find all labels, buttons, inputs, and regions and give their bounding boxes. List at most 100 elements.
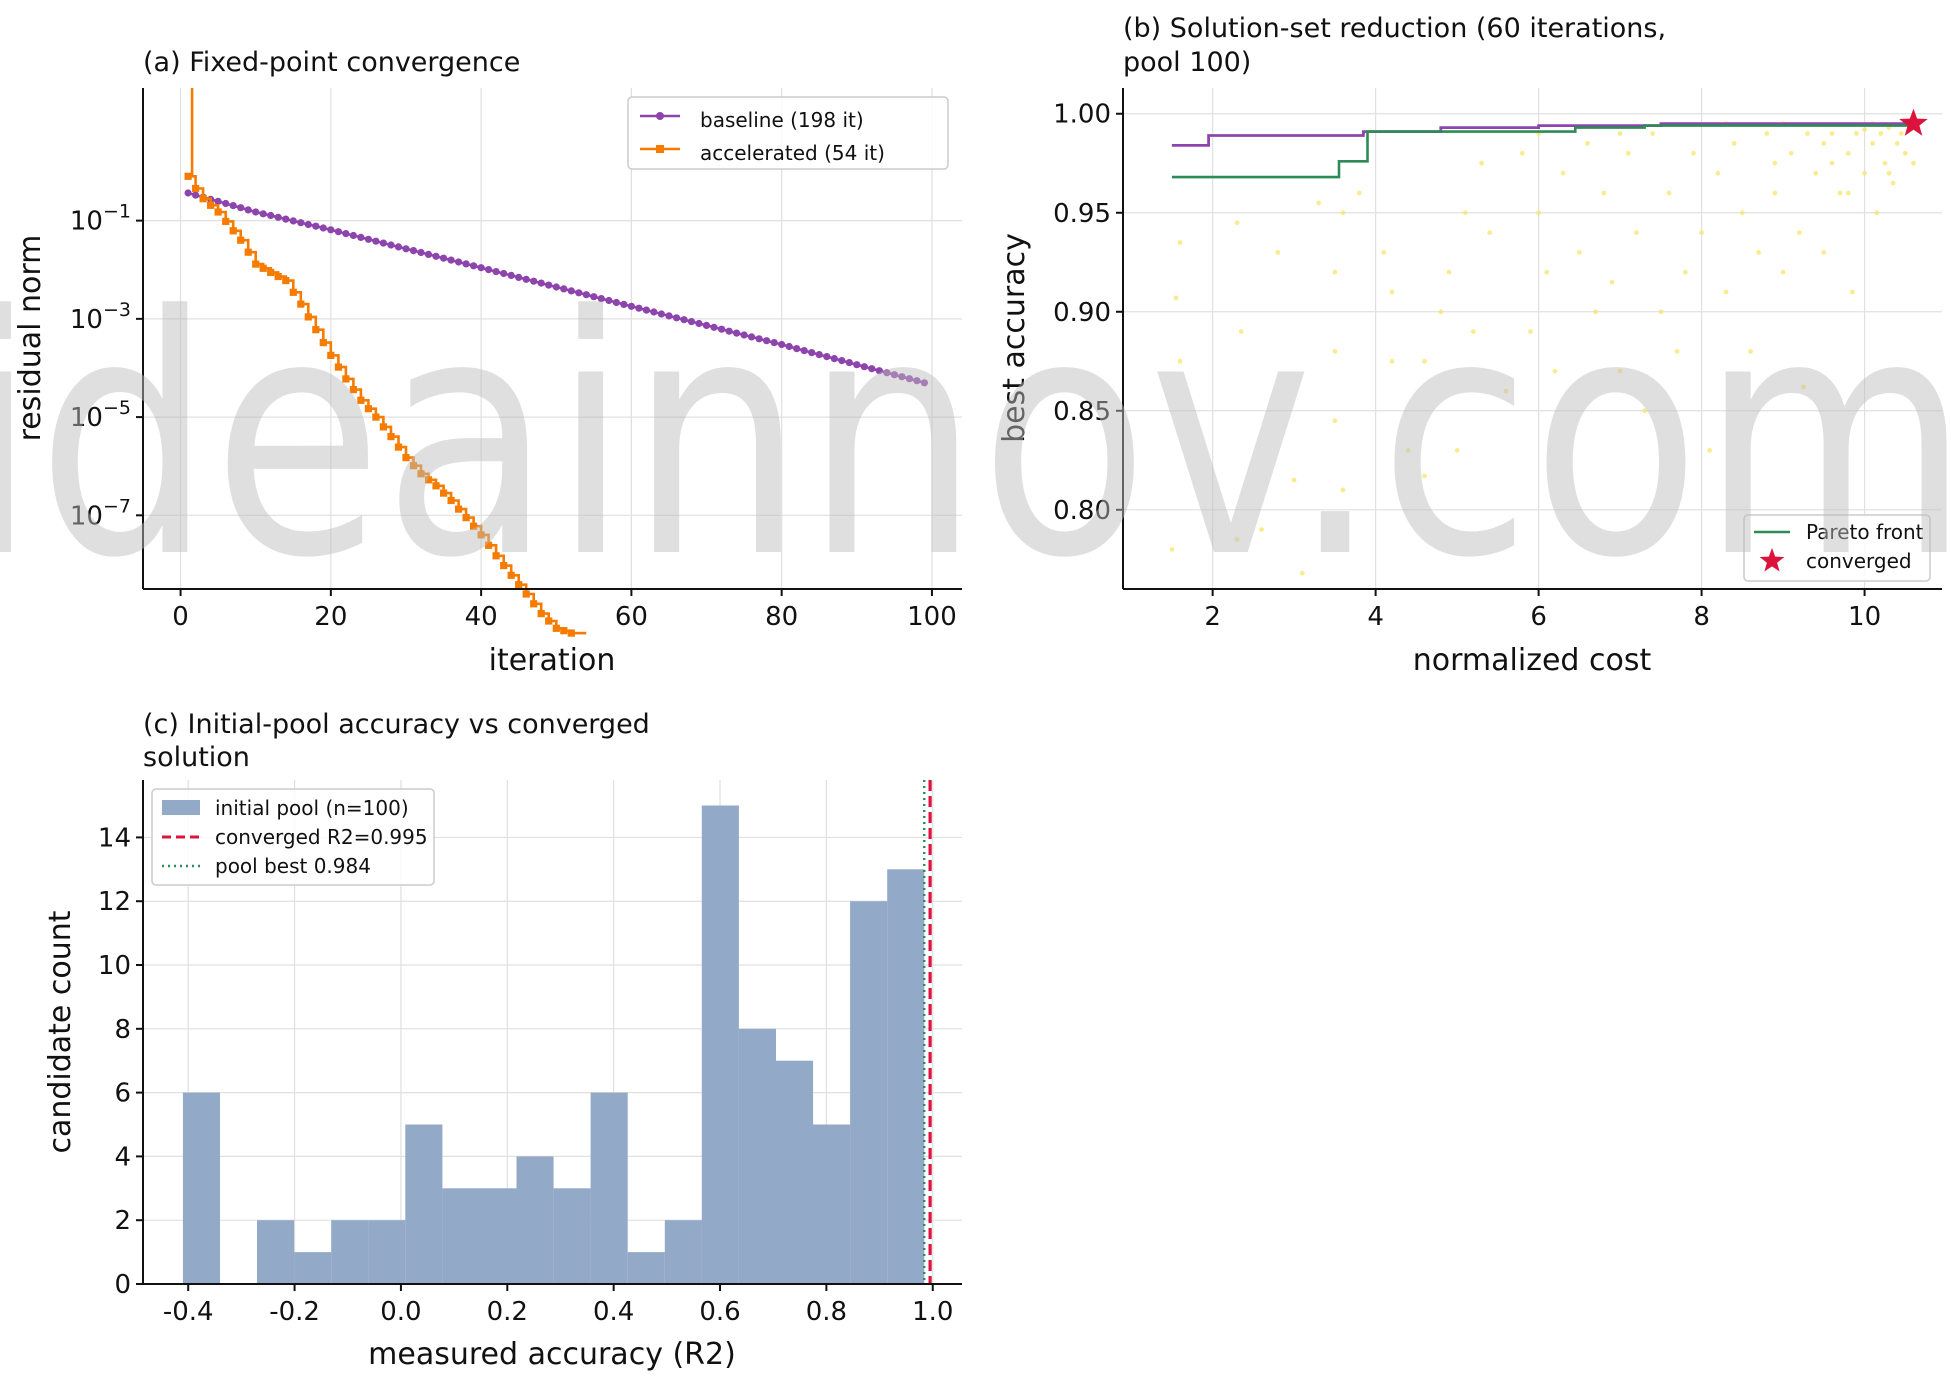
candidate-point (1829, 160, 1835, 166)
accelerated-point (297, 300, 305, 308)
baseline-point (349, 231, 357, 240)
panel-c-y-tick-label: 2 (114, 1206, 131, 1236)
accelerated-point (462, 514, 470, 522)
candidate-point (1772, 160, 1778, 166)
candidate-point (1764, 131, 1770, 136)
candidate-point (1780, 269, 1786, 275)
candidate-point (1715, 170, 1721, 176)
legend-accelerated-label: accelerated (54 it) (700, 141, 885, 165)
candidate-point (1898, 131, 1904, 136)
candidate-point (1772, 190, 1778, 196)
candidate-point (1739, 210, 1745, 216)
accelerated-point (274, 272, 282, 281)
baseline-point (687, 318, 696, 326)
baseline-point (635, 304, 643, 312)
accelerated-point (229, 227, 237, 235)
baseline-point (545, 281, 553, 289)
baseline-point (898, 373, 906, 381)
histogram-bar (553, 1188, 591, 1284)
baseline-point (552, 283, 560, 291)
candidate-point (1177, 358, 1183, 364)
accelerated-point (289, 288, 297, 296)
baseline-point (905, 375, 914, 383)
candidate-point (1821, 141, 1827, 146)
candidate-point (1471, 329, 1476, 334)
accelerated-point (447, 496, 455, 505)
candidate-point (1332, 269, 1338, 275)
panel-b-x-tick-label: 8 (1693, 602, 1710, 632)
candidate-point (1874, 210, 1880, 216)
candidate-point (1890, 180, 1896, 186)
histogram-bar (442, 1188, 480, 1284)
baseline-point (259, 210, 267, 218)
accelerated-point (259, 264, 267, 272)
legend-converged-star (1759, 548, 1785, 572)
baseline-point (575, 289, 583, 297)
baseline-point (567, 287, 575, 295)
accelerated-point (394, 443, 403, 451)
candidate-point (1682, 269, 1688, 275)
baseline-point (672, 314, 681, 322)
panel-a-x-tick-label: 80 (765, 602, 798, 632)
candidate-point (1356, 190, 1362, 196)
baseline-point (379, 239, 387, 247)
baseline-point (702, 321, 711, 329)
baseline-point (319, 224, 327, 232)
candidate-point (1381, 250, 1387, 255)
candidate-point (1234, 537, 1240, 542)
baseline-point (297, 219, 305, 227)
candidate-point (1731, 141, 1737, 146)
panel-a-y-tick-label: 10−1 (70, 201, 131, 237)
candidate-point (1837, 190, 1843, 196)
candidate-point (1634, 230, 1639, 236)
candidate-point (1845, 150, 1851, 156)
baseline-point (440, 254, 448, 262)
panel-b-legend-box (1743, 514, 1931, 582)
baseline-point (710, 323, 718, 331)
panel-a-legend: baseline (198 it) accelerated (54 it) (627, 96, 949, 170)
accelerated-point (252, 260, 260, 268)
baseline-point (424, 250, 433, 258)
panel-c-x-tick-label: -0.4 (163, 1297, 214, 1327)
panel-b-y-tick-label: 0.85 (1053, 397, 1111, 427)
panel-c-y-tick-label: 6 (114, 1079, 131, 1109)
accelerated-point (537, 610, 545, 618)
accelerated-point (402, 454, 410, 462)
candidate-point (1405, 448, 1411, 453)
panel-b-x-tick-label: 4 (1367, 602, 1384, 632)
panel-c-legend-box (151, 788, 435, 886)
baseline-point (763, 337, 771, 345)
baseline-point (222, 199, 230, 208)
candidate-point (1894, 141, 1900, 146)
histogram-bar (331, 1220, 369, 1284)
accelerated-point (507, 571, 515, 579)
candidate-point (1585, 141, 1590, 146)
baseline-point (485, 266, 493, 274)
candidate-point (1259, 527, 1264, 532)
accelerated-point (409, 462, 418, 470)
panel-c-title-line1: (c) Initial-pool accuracy vs converged (143, 709, 650, 740)
baseline-point (327, 226, 335, 234)
baseline-point (282, 215, 290, 223)
baseline-point (515, 273, 523, 281)
baseline-point (740, 331, 748, 339)
baseline-point (920, 379, 929, 387)
accelerated-point (222, 217, 230, 225)
histogram-bar (479, 1188, 517, 1284)
accelerated-point (364, 405, 372, 413)
candidate-point (1316, 200, 1321, 206)
histogram-bar (887, 869, 925, 1284)
converged-star-marker (1899, 108, 1928, 136)
panel-c-y-tick-label: 12 (98, 887, 131, 917)
accelerated-point (334, 363, 342, 371)
histogram-bar (813, 1124, 851, 1284)
panel-c-y-tick-label: 4 (114, 1142, 131, 1172)
panel-a-x-tick-label: 0 (172, 602, 189, 632)
panel-c-y-tick-label: 8 (114, 1015, 131, 1045)
candidate-point (1813, 170, 1819, 176)
panel-c: -0.4 -0.2 0.0 0.2 0.4 0.6 0.8 1.0 0 2 4 6 8 10 12 14 (c… (43, 709, 962, 1372)
candidate-point (1422, 358, 1427, 364)
baseline-point (334, 228, 342, 236)
accelerated-point (312, 326, 320, 334)
candidate-point (1650, 131, 1656, 136)
